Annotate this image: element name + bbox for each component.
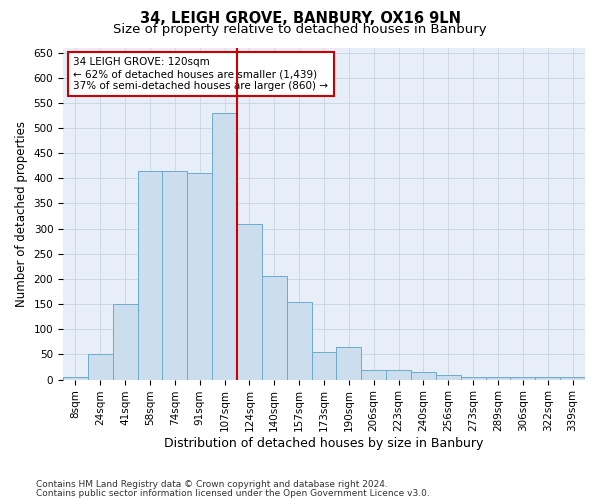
Bar xyxy=(386,370,411,380)
Bar xyxy=(137,171,163,380)
Bar xyxy=(262,276,287,380)
Text: 34, LEIGH GROVE, BANBURY, OX16 9LN: 34, LEIGH GROVE, BANBURY, OX16 9LN xyxy=(139,11,461,26)
Bar xyxy=(535,377,560,380)
Bar xyxy=(436,374,461,380)
Bar xyxy=(411,372,436,380)
Bar xyxy=(311,352,337,380)
Bar xyxy=(163,171,187,380)
Text: Contains HM Land Registry data © Crown copyright and database right 2024.: Contains HM Land Registry data © Crown c… xyxy=(36,480,388,489)
Text: 34 LEIGH GROVE: 120sqm
← 62% of detached houses are smaller (1,439)
37% of semi-: 34 LEIGH GROVE: 120sqm ← 62% of detached… xyxy=(73,58,328,90)
Bar xyxy=(511,377,535,380)
Bar xyxy=(63,377,88,380)
Bar xyxy=(461,377,485,380)
Bar xyxy=(361,370,386,380)
X-axis label: Distribution of detached houses by size in Banbury: Distribution of detached houses by size … xyxy=(164,437,484,450)
Bar xyxy=(187,174,212,380)
Text: Size of property relative to detached houses in Banbury: Size of property relative to detached ho… xyxy=(113,22,487,36)
Bar xyxy=(113,304,137,380)
Bar xyxy=(88,354,113,380)
Bar xyxy=(212,113,237,380)
Bar xyxy=(485,377,511,380)
Y-axis label: Number of detached properties: Number of detached properties xyxy=(15,120,28,306)
Bar xyxy=(287,302,311,380)
Bar xyxy=(337,347,361,380)
Bar xyxy=(560,377,585,380)
Bar xyxy=(237,224,262,380)
Text: Contains public sector information licensed under the Open Government Licence v3: Contains public sector information licen… xyxy=(36,488,430,498)
